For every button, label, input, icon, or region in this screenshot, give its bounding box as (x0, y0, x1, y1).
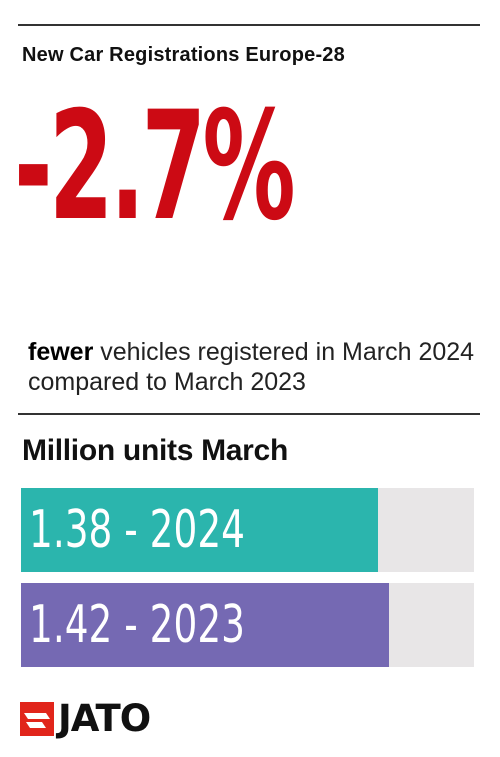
bar-track-2024: 1.38 - 2024 (21, 488, 474, 572)
description-emphasis: fewer (28, 338, 94, 366)
bar-2024: 1.38 - 2024 (21, 488, 378, 572)
headline-percentage: -2.7% (14, 80, 296, 254)
chart-title: Million units March (22, 434, 288, 467)
bar-label-2023: 1.42 - 2023 (29, 595, 245, 655)
description-text: vehicles registered in March 2024 compar… (28, 338, 475, 396)
top-divider (18, 24, 480, 26)
page-title: New Car Registrations Europe-28 (22, 44, 345, 66)
middle-divider (18, 413, 480, 415)
headline-description: fewer vehicles registered in March 2024 … (28, 337, 478, 397)
jato-logo-icon (20, 702, 54, 736)
jato-logo-text: JATO (58, 697, 151, 740)
bar-label-2024: 1.38 - 2024 (29, 500, 245, 560)
bar-2023: 1.42 - 2023 (21, 583, 389, 667)
bar-track-2023: 1.42 - 2023 (21, 583, 474, 667)
